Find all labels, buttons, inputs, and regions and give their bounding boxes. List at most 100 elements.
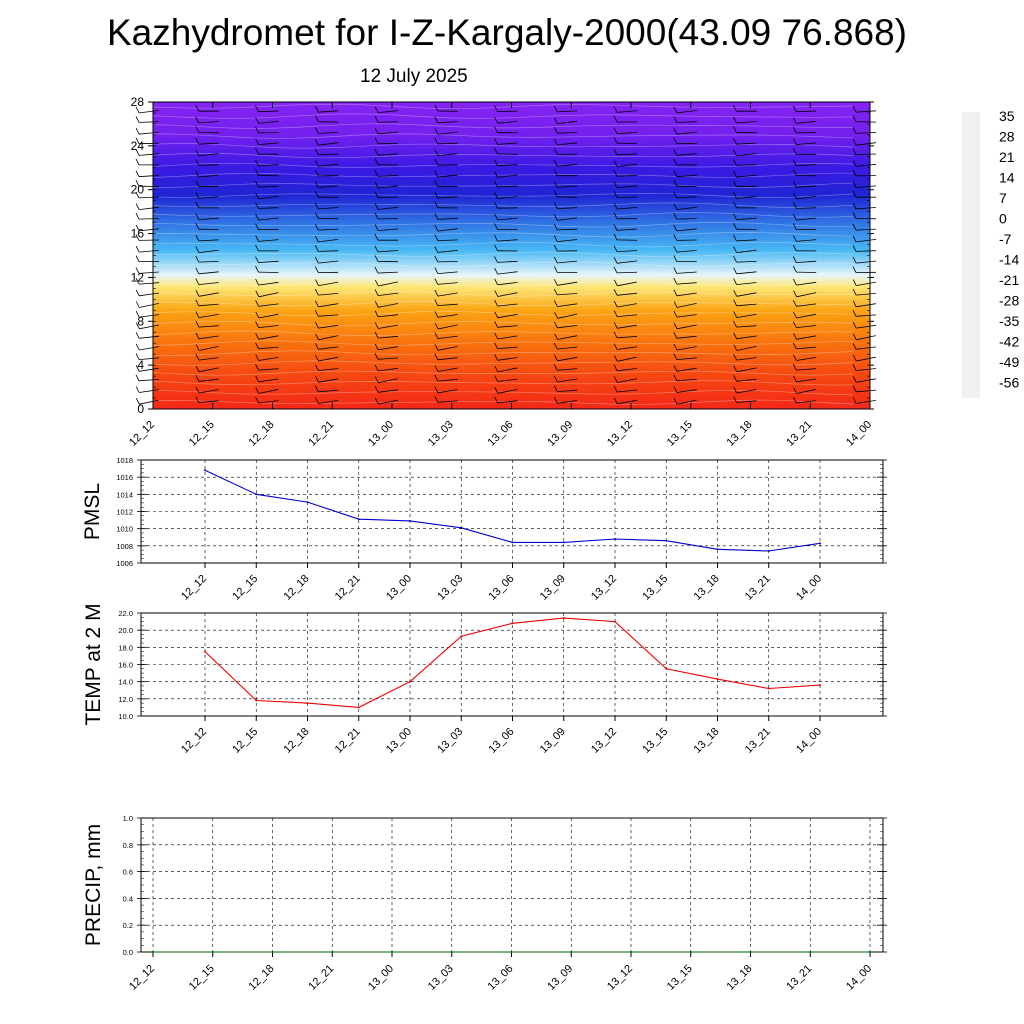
wind-barb-shaft (437, 271, 458, 274)
wind-barb-flag (255, 159, 259, 167)
y-axis-title: PRECIP, mm (82, 824, 105, 946)
wind-barb-shaft (856, 346, 877, 350)
wind-barb-shaft (736, 153, 757, 157)
wind-barb-flag (613, 148, 618, 156)
wind-barb-flag (255, 278, 259, 286)
wind-barb-flag (554, 117, 558, 124)
wind-barb-shaft (497, 292, 518, 297)
wind-barb-shaft (318, 368, 339, 371)
x-tick-label: 12_15 (187, 963, 217, 993)
wind-barb-flag (494, 387, 499, 394)
wind-barb-shaft (557, 368, 578, 371)
wind-barb-flag (255, 363, 259, 371)
data-point (357, 706, 360, 709)
wind-barb-flag (793, 278, 797, 286)
wind-barb-flag (733, 375, 737, 382)
wind-barb-shaft (139, 131, 160, 135)
data-point (409, 519, 411, 522)
colorbar-label: 21 (999, 149, 1015, 165)
wind-barb-shaft (616, 228, 638, 231)
contour-line (152, 311, 854, 317)
wind-barb-flag (195, 386, 200, 394)
wind-barb-flag (314, 169, 319, 177)
data-point (819, 542, 821, 545)
wind-barb-flag (374, 149, 379, 156)
wind-barb-shaft (378, 399, 398, 405)
wind-barb-flag (315, 354, 319, 362)
wind-barb-shaft (139, 206, 160, 210)
wind-barb-flag (434, 224, 439, 232)
wind-barb-shaft (497, 346, 518, 349)
wind-barb-flag (135, 398, 140, 405)
wind-barb-shaft (198, 164, 219, 166)
data-point (211, 951, 214, 953)
wind-barb-shaft (377, 196, 399, 199)
wind-barb-shaft (497, 185, 518, 188)
wind-barb-flag (792, 213, 797, 221)
x-tick-label: 13_09 (545, 963, 575, 993)
wind-barb-flag (255, 181, 259, 188)
y-tick-label: 18.0 (118, 643, 133, 652)
wind-barb-shaft (557, 389, 578, 392)
wind-barb-shaft (318, 153, 339, 156)
wind-barb-shaft (437, 228, 458, 232)
wind-barb-flag (733, 344, 738, 351)
contour-line (152, 340, 854, 346)
contour-line (152, 360, 854, 366)
wind-barb-shaft (437, 314, 458, 318)
wind-barb-shaft (258, 260, 279, 263)
wind-barb-shaft (497, 367, 518, 373)
wind-barb-flag (494, 138, 498, 145)
wind-barb-flag (793, 375, 797, 382)
wind-barb-shaft (318, 142, 339, 146)
wind-barb-shaft (676, 324, 697, 330)
wind-barb-shaft (736, 389, 757, 394)
wind-barb-flag (135, 158, 140, 166)
wind-barb-shaft (855, 132, 877, 134)
contour-line (152, 389, 854, 396)
data-point (271, 951, 274, 953)
wind-barb-flag (613, 212, 618, 219)
wind-barb-shaft (557, 325, 578, 329)
wind-barb-shaft (318, 293, 339, 296)
wind-barb-flag (255, 311, 260, 319)
wind-barb-flag (434, 116, 439, 123)
wind-barb-shaft (258, 346, 279, 350)
wind-barb-flag (374, 203, 379, 210)
heatmap-x-tick-label: 12_21 (306, 419, 336, 449)
x-tick-label: 13_15 (640, 573, 670, 603)
data-point (819, 684, 821, 687)
wind-barb-shaft (378, 335, 399, 339)
wind-barb-flag (553, 138, 558, 146)
wind-barb-flag (374, 331, 379, 339)
colorbar-label: -42 (999, 334, 1019, 350)
wind-barb-shaft (198, 292, 219, 297)
x-tick-label: 14_00 (844, 963, 874, 993)
x-tick-label: 12_21 (333, 573, 363, 603)
wind-barb-flag (255, 213, 259, 221)
wind-barb-shaft (497, 282, 518, 286)
wind-barb-flag (852, 191, 857, 198)
wind-barb-flag (613, 266, 618, 274)
wind-barb-shaft (676, 153, 697, 156)
heatmap-x-tick-label: 13_06 (486, 419, 516, 449)
wind-barb-flag (613, 310, 618, 317)
wind-barb-flag (374, 310, 379, 317)
wind-barb-flag (255, 192, 259, 200)
wind-barb-flag (852, 354, 857, 362)
wind-barb-flag (733, 116, 737, 124)
contour-line (152, 232, 854, 238)
wind-barb-shaft (855, 314, 877, 317)
wind-barb-flag (673, 301, 678, 308)
wind-barb-flag (673, 310, 678, 318)
wind-barb-shaft (377, 153, 399, 156)
wind-barb-flag (852, 288, 857, 296)
wind-barb-flag (135, 301, 140, 308)
wind-barb-flag (374, 343, 379, 350)
wind-barb-flag (255, 117, 259, 124)
wind-barb-flag (733, 320, 737, 328)
x-tick-label: 13_00 (366, 963, 396, 993)
wind-barb-shaft (557, 110, 578, 113)
wind-barb-shaft (378, 378, 398, 384)
wind-barb-flag (553, 266, 558, 273)
